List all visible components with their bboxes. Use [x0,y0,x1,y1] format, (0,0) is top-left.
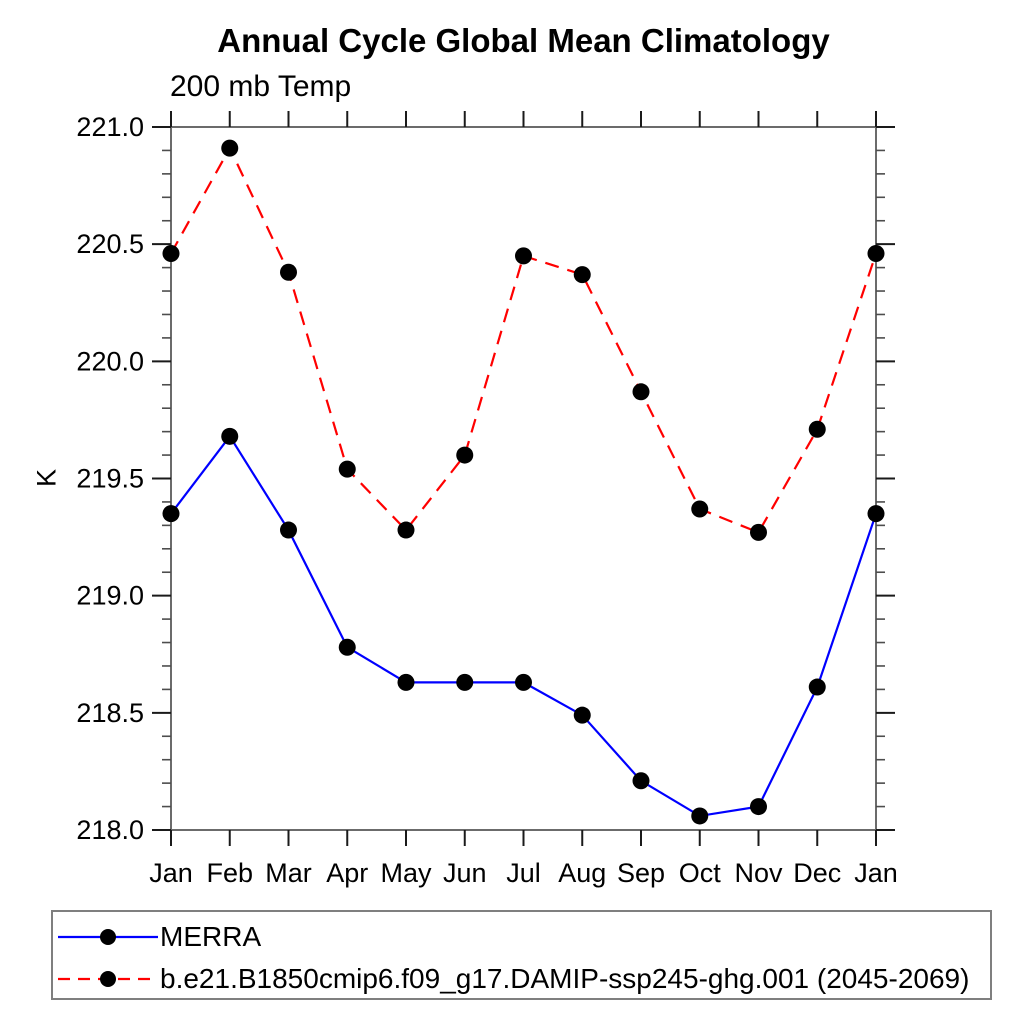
x-tick-label: Jun [443,858,487,888]
chart-title: Annual Cycle Global Mean Climatology [217,22,830,59]
data-point-marker-merra [691,807,709,825]
data-point-marker-model-damip-ssp245-ghg [750,523,767,541]
data-point-marker-merra [515,673,532,691]
data-point-marker-model-damip-ssp245-ghg [162,245,180,263]
y-tick-label: 221.0 [76,112,144,142]
series-line-model-damip-ssp245-ghg [170,145,878,534]
data-point-marker-merra [808,678,826,696]
x-tick-label: Mar [265,858,312,888]
series-line-merra [170,434,878,818]
y-tick-label: 219.0 [76,581,144,611]
data-point-marker-merra [573,706,591,724]
x-tick-label: Jan [149,858,193,888]
data-point-marker-merra [162,505,180,523]
data-point-marker-merra [750,798,767,816]
legend-line-sample-model-damip-ssp245-ghg [58,971,158,987]
y-tick-label: 218.0 [76,815,144,845]
x-tick-label: Jan [854,858,898,888]
chart-subtitle: 200 mb Temp [170,70,352,103]
legend-marker-icon [100,929,116,945]
data-point-marker-model-damip-ssp245-ghg [456,446,474,464]
data-point-marker-model-damip-ssp245-ghg [573,266,591,284]
data-point-marker-model-damip-ssp245-ghg [808,420,826,438]
y-tick-label: 220.0 [76,346,144,376]
data-point-marker-model-damip-ssp245-ghg [221,139,239,157]
data-point-marker-model-damip-ssp245-ghg [338,460,356,478]
x-tick-label: May [380,858,432,888]
y-tick-label: 218.5 [76,698,144,728]
x-tick-label: Sep [617,858,665,888]
y-axis-label: K [31,468,62,488]
plot-frame [170,126,877,831]
data-point-marker-model-damip-ssp245-ghg [397,521,415,539]
data-point-marker-merra [338,638,356,656]
x-tick-label: Jul [506,858,541,888]
data-point-marker-merra [456,673,474,691]
data-point-marker-model-damip-ssp245-ghg [280,263,297,281]
x-tick-label: Aug [558,858,606,888]
data-point-marker-merra [632,772,650,790]
data-point-marker-merra [397,673,415,691]
x-tick-label: Nov [734,858,783,888]
data-point-marker-model-damip-ssp245-ghg [515,247,532,265]
legend-line-sample-merra [58,929,158,945]
data-point-marker-merra [221,427,239,445]
legend-entry-model-damip-ssp245-ghg: b.e21.B1850cmip6.f09_g17.DAMIP-ssp245-gh… [57,963,969,994]
legend-marker-icon [100,971,116,987]
data-point-marker-model-damip-ssp245-ghg [632,383,650,401]
legend-entry-label: b.e21.B1850cmip6.f09_g17.DAMIP-ssp245-gh… [160,963,970,994]
y-tick-label: 220.5 [76,229,144,259]
x-tick-label: Dec [793,858,841,888]
y-tick-label: 219.5 [76,464,144,494]
data-point-marker-model-damip-ssp245-ghg [691,500,709,518]
x-tick-label: Feb [206,858,253,888]
data-point-marker-model-damip-ssp245-ghg [867,245,885,263]
legend-entry-label: MERRA [160,921,262,952]
legend-entry-merra: MERRA [57,921,261,952]
x-tick-label: Apr [326,858,368,888]
legend-box: MERRA b.e21.B1850cmip6.f09_g17.DAMIP-ssp2… [51,910,992,1000]
data-point-marker-merra [280,521,297,539]
x-tick-label: Oct [679,858,722,888]
data-point-marker-merra [867,505,885,523]
